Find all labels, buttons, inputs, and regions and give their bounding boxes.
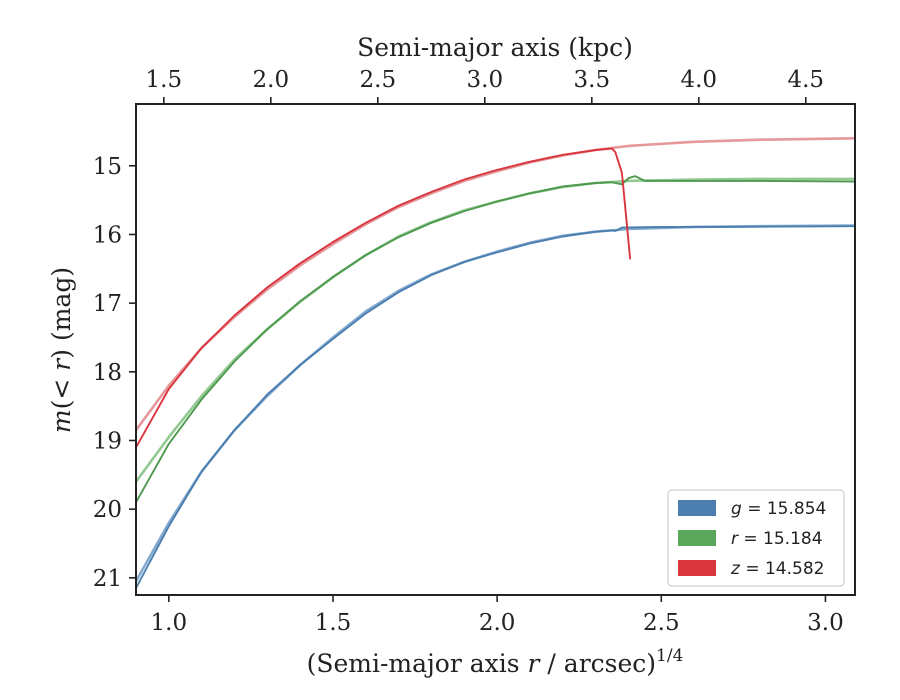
y-tick-label: 18 <box>93 360 122 386</box>
top-tick-label: 3.5 <box>574 67 611 93</box>
x-tick-label: 2.0 <box>479 610 516 636</box>
series-g-data <box>136 225 855 590</box>
y-tick-label: 16 <box>93 222 122 248</box>
legend-label-z: z = 14.582 <box>730 559 824 579</box>
legend-label-g: g = 15.854 <box>731 499 826 519</box>
series-layer <box>136 137 855 590</box>
x-tick-label: 2.5 <box>643 610 680 636</box>
top-tick-label: 1.5 <box>146 67 183 93</box>
series-z-data <box>136 147 632 449</box>
x-tick-label: 1.0 <box>151 610 188 636</box>
series-z-model <box>136 137 855 432</box>
legend-swatch-g <box>678 500 716 516</box>
y-tick-label: 21 <box>93 566 122 592</box>
legend-swatch-z <box>678 560 716 576</box>
y-tick-label: 19 <box>93 428 122 454</box>
legend: g = 15.854 r = 15.184 z = 14.582 <box>667 489 845 587</box>
series-r-model <box>136 177 855 483</box>
top-tick-label: 4.0 <box>680 67 717 93</box>
x-tick-label: 1.5 <box>315 610 352 636</box>
top-tick-label: 2.5 <box>360 67 397 93</box>
top-tick-label: 2.0 <box>253 67 290 93</box>
legend-label-r: r = 15.184 <box>731 529 823 549</box>
top-tick-label: 4.5 <box>787 67 824 93</box>
y-tick-label: 20 <box>93 497 122 523</box>
legend-swatch-r <box>678 530 716 546</box>
x-tick-label: 3.0 <box>807 610 844 636</box>
y-axis-title: m(< r) (mag) <box>47 267 76 433</box>
ticks-layer: 1.0 1.5 2.0 2.5 3.0 15 16 17 18 19 20 21 1.5 2.0 2.5 3.… <box>93 67 844 636</box>
series-r-data <box>136 175 855 504</box>
plot-frame <box>135 103 856 596</box>
y-tick-label: 15 <box>93 154 122 180</box>
top-axis-title: Semi-major axis (kpc) <box>357 33 633 62</box>
bottom-axis-title: (Semi-major axis r / arcsec)1/4 <box>307 646 684 678</box>
y-tick-label: 17 <box>93 291 122 317</box>
top-tick-label: 3.0 <box>467 67 504 93</box>
